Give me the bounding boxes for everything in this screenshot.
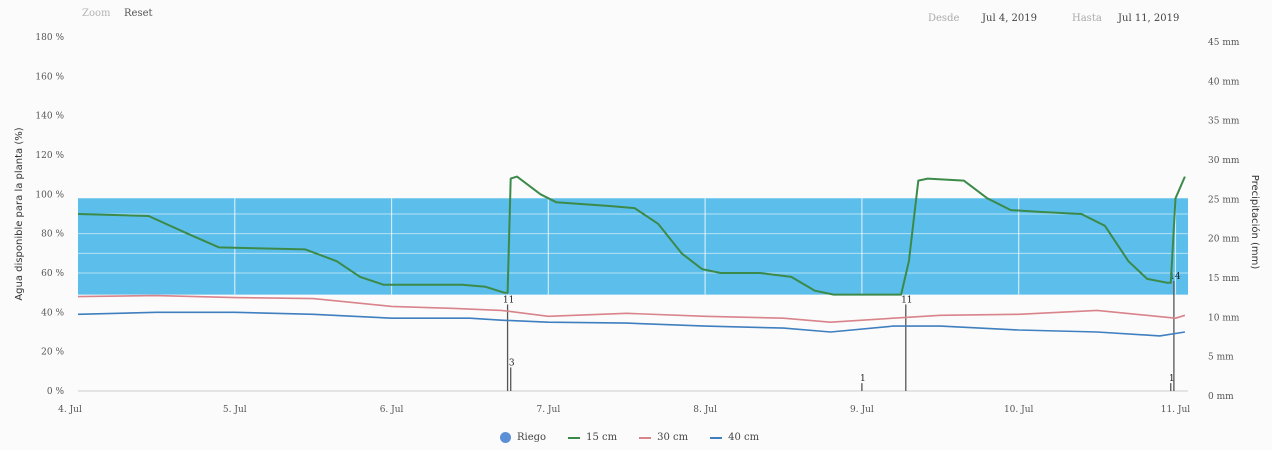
legend-30cm-marker [639, 436, 652, 439]
legend-riego-label: Riego [517, 432, 547, 443]
range-from-input[interactable]: Jul 4, 2019 [982, 13, 1037, 24]
y2-tick-label: 40 mm [1208, 77, 1240, 87]
zoom-button[interactable]: Zoom [82, 8, 111, 19]
y-tick-label: 100 % [35, 190, 64, 200]
y-tick-label: 40 % [41, 308, 64, 318]
series-line-40cm [77, 311, 1186, 337]
legend-riego-marker [500, 432, 511, 443]
y-tick-label: 160 % [35, 72, 64, 82]
riego-value-label: 1 [1169, 374, 1175, 384]
y-tick-label: 20 % [41, 348, 64, 358]
legend-30cm-label: 30 cm [657, 432, 689, 443]
y-tick-label: 80 % [41, 230, 64, 240]
y-tick-label: 120 % [35, 151, 64, 161]
x-tick-label: 9. Jul [850, 405, 874, 415]
x-tick-label: 11. Jul [1161, 405, 1191, 415]
y2-tick-label: 30 mm [1208, 156, 1240, 166]
y2-tick-label: 20 mm [1208, 235, 1240, 245]
riego-value-label: 11 [503, 295, 514, 305]
range-from-label: Desde [928, 13, 960, 24]
range-to-label: Hasta [1072, 13, 1102, 24]
legend-item-15cm[interactable]: 15 cm [568, 432, 617, 443]
series-line-30cm [77, 294, 1186, 323]
legend-item-riego[interactable]: Riego [500, 432, 546, 443]
y-tick-label: 0 % [47, 387, 65, 397]
y2-tick-label: 15 mm [1208, 274, 1240, 284]
legend-item-40cm[interactable]: 40 cm [710, 432, 759, 443]
y-tick-label: 60 % [41, 269, 64, 279]
x-tick-label: 10. Jul [1004, 405, 1034, 415]
y-tick-label: 140 % [35, 112, 64, 122]
y2-tick-label: 35 mm [1208, 117, 1240, 127]
y2-axis-title: Precipitación (mm) [1249, 175, 1261, 270]
y-axis-title: Agua disponible para la planta (%) [14, 127, 25, 300]
legend-item-30cm[interactable]: 30 cm [639, 432, 688, 443]
series-line-15cm [77, 175, 1186, 296]
legend-40cm-marker [710, 436, 723, 439]
y2-tick-label: 25 mm [1208, 195, 1240, 205]
y2-tick-label: 45 mm [1208, 38, 1240, 48]
x-tick-label: 8. Jul [693, 405, 717, 415]
legend-40cm-label: 40 cm [728, 432, 760, 443]
x-tick-label: 7. Jul [536, 405, 560, 415]
chart-legend: Riego 15 cm 30 cm 40 cm [500, 432, 759, 443]
range-to-input[interactable]: Jul 11, 2019 [1118, 13, 1180, 24]
riego-value-label: 14 [1169, 272, 1181, 282]
y2-tick-label: 5 mm [1208, 353, 1234, 363]
x-tick-label: 6. Jul [380, 405, 404, 415]
riego-value-label: 3 [509, 358, 515, 368]
legend-15cm-marker [568, 436, 581, 439]
riego-value-label: 1 [860, 374, 866, 384]
x-tick-label: 5. Jul [223, 405, 247, 415]
optimal-range-band [78, 198, 1188, 295]
y2-tick-label: 10 mm [1208, 313, 1240, 323]
y2-tick-label: 0 mm [1208, 392, 1234, 402]
reset-zoom-button[interactable]: Reset [124, 8, 153, 19]
y-tick-label: 180 % [35, 33, 64, 43]
riego-value-label: 11 [901, 295, 912, 305]
x-tick-label: 4. Jul [58, 405, 82, 415]
legend-15cm-label: 15 cm [586, 432, 618, 443]
